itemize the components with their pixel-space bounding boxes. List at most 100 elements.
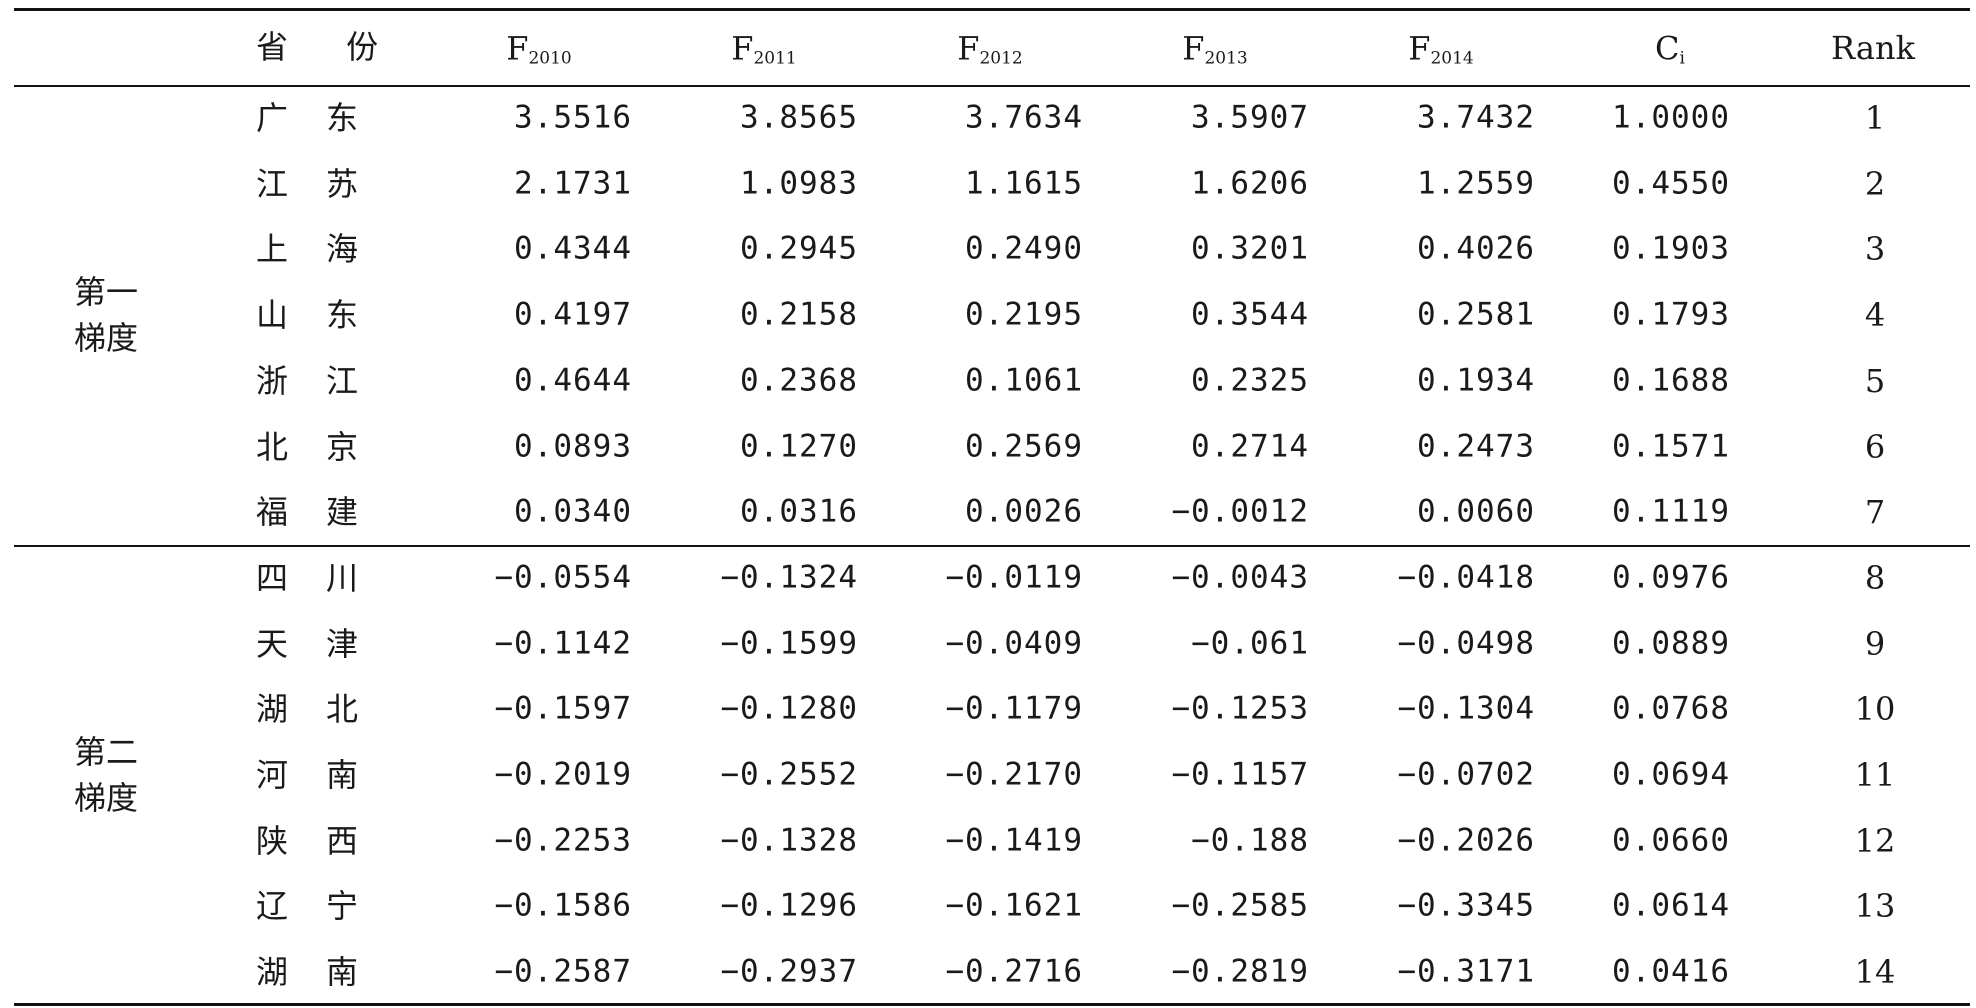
value-cell-f2013: −0.2585 <box>1171 887 1309 924</box>
value-cell-f2014: −0.0702 <box>1397 756 1535 793</box>
value-cell-f2012: 0.2490 <box>965 230 1083 267</box>
value-cell-f2013: −0.2819 <box>1171 953 1309 990</box>
value-cell-f2010: 3.5516 <box>514 99 632 136</box>
value-cell-f2012: −0.2716 <box>945 953 1083 990</box>
province-char: 南 <box>326 953 359 992</box>
province-char: 北 <box>326 690 359 729</box>
value-cell-f2010: 0.4197 <box>514 296 632 333</box>
province-cell: 北京 <box>256 431 358 463</box>
rank-cell: 7 <box>1864 493 1886 532</box>
province-char: 东 <box>326 296 359 335</box>
value-cell-f2014: 3.7432 <box>1417 99 1535 136</box>
rank-cell: 4 <box>1864 296 1886 335</box>
header-rule <box>14 85 1970 87</box>
value-cell-f2011: −0.1324 <box>720 559 858 596</box>
province-cell: 河南 <box>256 759 358 791</box>
rank-cell: 13 <box>1854 887 1896 926</box>
value-cell-ci: 0.0976 <box>1612 559 1730 596</box>
value-cell-f2014: 0.0060 <box>1417 493 1535 530</box>
value-cell-f2014: −0.3345 <box>1397 887 1535 924</box>
value-cell-f2013: 0.3544 <box>1191 296 1309 333</box>
value-cell-f2012: −0.1179 <box>945 690 1083 727</box>
header-rank: Rank <box>1831 29 1915 67</box>
value-cell-f2012: −0.0409 <box>945 625 1083 662</box>
province-char: 陕 <box>256 821 289 860</box>
province-char: 北 <box>256 427 289 466</box>
province-cell: 四川 <box>256 562 358 594</box>
value-cell-f2013: 3.5907 <box>1191 99 1309 136</box>
value-cell-f2010: 0.4644 <box>514 362 632 399</box>
value-cell-f2013: 0.2325 <box>1191 362 1309 399</box>
value-cell-f2014: −0.1304 <box>1397 690 1535 727</box>
value-cell-f2011: 3.8565 <box>740 99 858 136</box>
value-cell-f2012: 0.1061 <box>965 362 1083 399</box>
header-f2010: F2010 <box>506 29 572 69</box>
value-cell-f2012: 0.0026 <box>965 493 1083 530</box>
province-cell: 山东 <box>256 299 358 331</box>
value-cell-ci: 0.0416 <box>1612 953 1730 990</box>
province-char: 东 <box>326 99 359 137</box>
value-cell-f2011: −0.1328 <box>720 822 858 859</box>
province-char: 湖 <box>256 690 289 729</box>
value-cell-ci: 0.1793 <box>1612 296 1730 333</box>
value-cell-f2011: −0.1599 <box>720 625 858 662</box>
value-cell-f2010: 0.0340 <box>514 493 632 530</box>
top-rule <box>14 8 1970 11</box>
province-char: 辽 <box>256 887 289 926</box>
value-cell-f2011: −0.1296 <box>720 887 858 924</box>
province-char: 苏 <box>326 164 359 203</box>
province-cell: 广东 <box>256 102 358 134</box>
value-cell-f2011: 0.2158 <box>740 296 858 333</box>
province-char: 湖 <box>256 953 289 992</box>
value-cell-f2013: −0.0043 <box>1171 559 1309 596</box>
header-f2011: F2011 <box>731 29 797 69</box>
value-cell-f2010: −0.2253 <box>494 822 632 859</box>
province-cell: 浙江 <box>256 365 358 397</box>
rank-cell: 9 <box>1864 624 1886 663</box>
value-cell-ci: 0.0768 <box>1612 690 1730 727</box>
province-char: 南 <box>326 756 359 794</box>
value-cell-f2012: −0.1419 <box>945 822 1083 859</box>
rank-cell: 3 <box>1864 230 1886 269</box>
value-cell-f2012: 1.1615 <box>965 165 1083 202</box>
rank-cell: 14 <box>1854 953 1896 992</box>
value-cell-f2011: −0.2937 <box>720 953 858 990</box>
value-cell-f2014: 0.2581 <box>1417 296 1535 333</box>
value-cell-f2010: 0.0893 <box>514 428 632 464</box>
header-f2013: F2013 <box>1182 29 1248 69</box>
value-cell-f2011: 0.1270 <box>740 428 858 464</box>
bottom-rule <box>14 1003 1970 1006</box>
value-cell-f2012: 0.2195 <box>965 296 1083 333</box>
province-cell: 辽宁 <box>256 890 358 922</box>
province-cell: 江苏 <box>256 168 358 200</box>
value-cell-f2011: 0.2368 <box>740 362 858 399</box>
province-cell: 陕西 <box>256 825 358 857</box>
province-char: 河 <box>256 756 289 794</box>
value-cell-f2011: 1.0983 <box>740 165 858 202</box>
tier-label-line: 第二 <box>74 733 139 771</box>
rank-cell: 2 <box>1864 164 1886 203</box>
value-cell-ci: 0.4550 <box>1612 165 1730 202</box>
value-cell-f2013: 1.6206 <box>1191 165 1309 202</box>
value-cell-ci: 0.1571 <box>1612 428 1730 464</box>
value-cell-f2010: −0.2019 <box>494 756 632 793</box>
province-cell: 天津 <box>256 628 358 660</box>
value-cell-f2010: −0.0554 <box>494 559 632 596</box>
value-cell-f2014: −0.2026 <box>1397 822 1535 859</box>
province-cell: 湖北 <box>256 693 358 725</box>
province-char: 浙 <box>256 361 289 400</box>
value-cell-f2010: 2.1731 <box>514 165 632 202</box>
province-char: 海 <box>326 230 359 269</box>
province-char: 天 <box>256 624 289 663</box>
value-cell-f2013: −0.1157 <box>1171 756 1309 793</box>
value-cell-ci: 1.0000 <box>1612 99 1730 136</box>
value-cell-f2013: −0.061 <box>1191 625 1309 662</box>
rank-cell: 11 <box>1854 756 1896 794</box>
value-cell-f2010: 0.4344 <box>514 230 632 267</box>
value-cell-f2010: −0.2587 <box>494 953 632 990</box>
value-cell-f2014: −0.0498 <box>1397 625 1535 662</box>
province-cell: 湖南 <box>256 956 358 988</box>
value-cell-f2012: 0.2569 <box>965 428 1083 464</box>
header-ci: Ci <box>1655 29 1685 69</box>
